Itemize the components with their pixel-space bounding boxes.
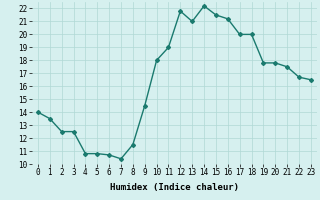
- X-axis label: Humidex (Indice chaleur): Humidex (Indice chaleur): [110, 183, 239, 192]
